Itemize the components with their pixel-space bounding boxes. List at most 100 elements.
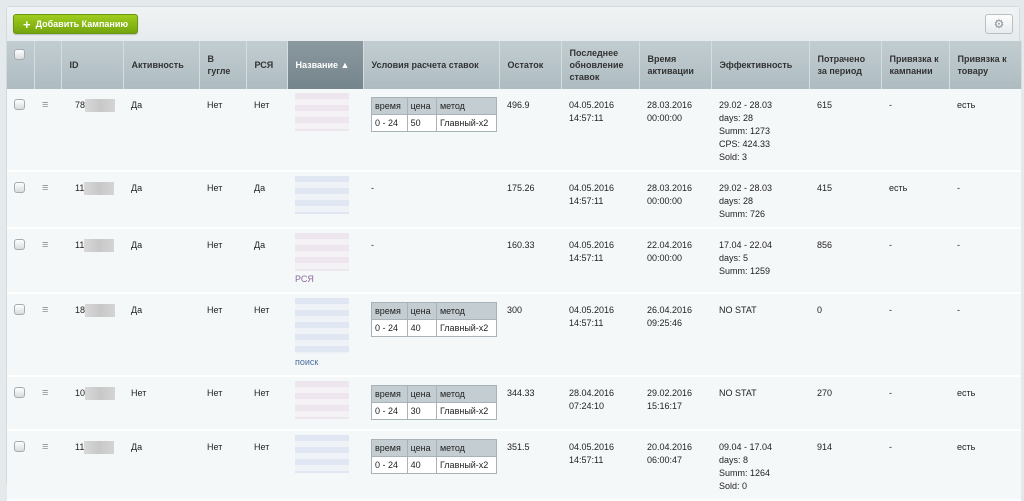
activity-cell: Да (123, 171, 199, 229)
product-link-cell-value: - (957, 305, 960, 315)
settings-button[interactable]: ⚙ (985, 14, 1013, 34)
column-header-label: Время активации (647, 54, 694, 76)
campaign-link-cell-value: - (889, 240, 892, 250)
campaign-type-link[interactable]: РСЯ (295, 274, 314, 284)
rest-value: 344.33 (507, 388, 535, 398)
column-header-7[interactable]: Условия расчета ставок (363, 41, 500, 89)
column-header-5[interactable]: РСЯ (246, 41, 288, 89)
efficiency-cell-line: CPS: 424.33 (719, 139, 771, 149)
campaign-link-cell: - (881, 293, 949, 377)
bid-header: метод (435, 439, 498, 457)
select-all-checkbox[interactable] (14, 49, 25, 60)
add-campaign-button[interactable]: + Добавить Кампанию (13, 14, 139, 34)
row-menu-icon[interactable]: ≡ (42, 239, 49, 251)
bid-header-row: время цена метод (371, 439, 498, 457)
spent-cell-value: 856 (817, 240, 833, 250)
column-header-6[interactable]: Название ▲ (287, 41, 364, 89)
efficiency-cell: 29.02 - 28.03 days: 28 Summ: 726 (711, 171, 809, 229)
row-checkbox[interactable] (14, 239, 25, 250)
rsya-cell: Да (246, 228, 287, 294)
campaign-id: 11 (75, 183, 85, 193)
spent-cell: 856 (809, 228, 881, 294)
efficiency-cell-line: days: 28 (719, 113, 754, 123)
bid-empty: - (371, 183, 374, 193)
bid-updated-cell: 04.05.2016 14:57:11 (561, 430, 639, 501)
bid-updated-cell: 04.05.2016 14:57:11 (561, 293, 639, 377)
rest-value: 175.26 (507, 183, 535, 193)
column-header-9[interactable]: Последнее обновление ставок (561, 41, 640, 89)
row-checkbox[interactable] (14, 304, 25, 315)
row-menu-cell: ≡ (34, 430, 61, 501)
column-header-label: Название (295, 60, 338, 70)
plus-icon: + (23, 16, 31, 32)
google-cell-value: Нет (207, 100, 223, 110)
bid-conditions-cell: время цена метод 0 - 24 30 Главный-x2 (363, 376, 499, 431)
table-row: ≡ 10 Нет Нет Нет время цена метод 0 - 24 30 Главны… (7, 376, 1021, 431)
activation-time-cell-line: 15:16:17 (647, 401, 683, 411)
row-menu-icon[interactable]: ≡ (42, 99, 49, 111)
campaign-type-link[interactable]: поиск (295, 357, 319, 367)
efficiency-cell: 17.04 - 22.04 days: 5 Summ: 1259 (711, 228, 809, 294)
row-menu-icon[interactable]: ≡ (42, 182, 49, 194)
activation-time-cell: 28.03.2016 00:00:00 (639, 89, 711, 172)
row-checkbox[interactable] (14, 441, 25, 452)
bid-updated-cell-line: 14:57:11 (569, 318, 604, 328)
table-row: ≡ 18 Да Нет Нет поиск время цена метод 0 - 24 40 Гл… (7, 293, 1021, 377)
campaign-link-cell: - (881, 89, 949, 172)
column-header-3[interactable]: Активность (123, 41, 200, 89)
activation-time-cell: 26.04.2016 09:25:46 (639, 293, 711, 377)
row-menu-icon[interactable]: ≡ (42, 387, 49, 399)
google-cell-value: Нет (207, 388, 223, 398)
spent-cell-value: 415 (817, 183, 833, 193)
row-checkbox[interactable] (14, 387, 25, 398)
google-cell: Нет (199, 293, 246, 377)
row-menu-icon[interactable]: ≡ (42, 441, 49, 453)
column-header-14[interactable]: Привязка к товару (949, 41, 1022, 89)
bid-header-row: время цена метод (371, 385, 498, 403)
rsya-cell: Нет (246, 89, 287, 172)
row-menu-cell: ≡ (34, 376, 61, 431)
spent-cell-value: 270 (817, 388, 833, 398)
campaign-link-cell-value: есть (889, 183, 908, 193)
column-header-12[interactable]: Потрачено за период (809, 41, 882, 89)
activation-time-cell-line: 09:25:46 (647, 318, 683, 328)
bid-value: Главный-x2 (435, 319, 498, 337)
column-header-10[interactable]: Время активации (639, 41, 712, 89)
bid-header: метод (435, 97, 498, 115)
rest-value: 160.33 (507, 240, 535, 250)
column-header-8[interactable]: Остаток (499, 41, 562, 89)
activity-cell: Да (123, 228, 199, 294)
column-header-13[interactable]: Привязка к кампании (881, 41, 950, 89)
rest-cell: 496.9 (499, 89, 561, 172)
google-cell-value: Нет (207, 442, 223, 452)
bid-updated-cell: 04.05.2016 14:57:11 (561, 228, 639, 294)
campaign-name-link[interactable] (295, 176, 349, 214)
efficiency-cell-line: Summ: 1264 (719, 468, 771, 478)
bid-updated-cell-line: 04.05.2016 (569, 240, 615, 250)
campaign-name-link[interactable] (295, 233, 349, 271)
row-checkbox[interactable] (14, 182, 25, 193)
table-row: ≡ 11 Да Нет Да - 175.26 04.05.2016 14:57:11 28.03… (7, 171, 1021, 229)
efficiency-cell: NO STAT (711, 293, 809, 377)
id-blur (84, 182, 115, 196)
campaign-name-link[interactable] (295, 435, 349, 473)
toolbar: + Добавить Кампанию ⚙ (7, 7, 1019, 41)
column-header-11[interactable]: Эффективность (711, 41, 810, 89)
row-checkbox[interactable] (14, 99, 25, 110)
bid-updated-cell-line: 28.04.2016 (569, 388, 615, 398)
column-header-4[interactable]: В гугле (199, 41, 247, 89)
name-cell (287, 89, 363, 172)
bid-value: Главный-x2 (435, 402, 498, 420)
id-cell: 11 (61, 228, 123, 294)
column-header-label: Эффективность (719, 60, 793, 70)
campaign-name-link[interactable] (295, 298, 349, 354)
row-menu-icon[interactable]: ≡ (42, 304, 49, 316)
activation-time-cell-line: 00:00:00 (647, 253, 683, 263)
name-cell (287, 171, 363, 229)
name-cell: поиск (287, 293, 363, 377)
campaign-name-link[interactable] (295, 93, 349, 131)
bid-conditions-cell: - (363, 171, 499, 229)
column-header-2[interactable]: ID (61, 41, 124, 89)
campaign-name-link[interactable] (295, 381, 349, 419)
rsya-cell: Нет (246, 430, 287, 501)
